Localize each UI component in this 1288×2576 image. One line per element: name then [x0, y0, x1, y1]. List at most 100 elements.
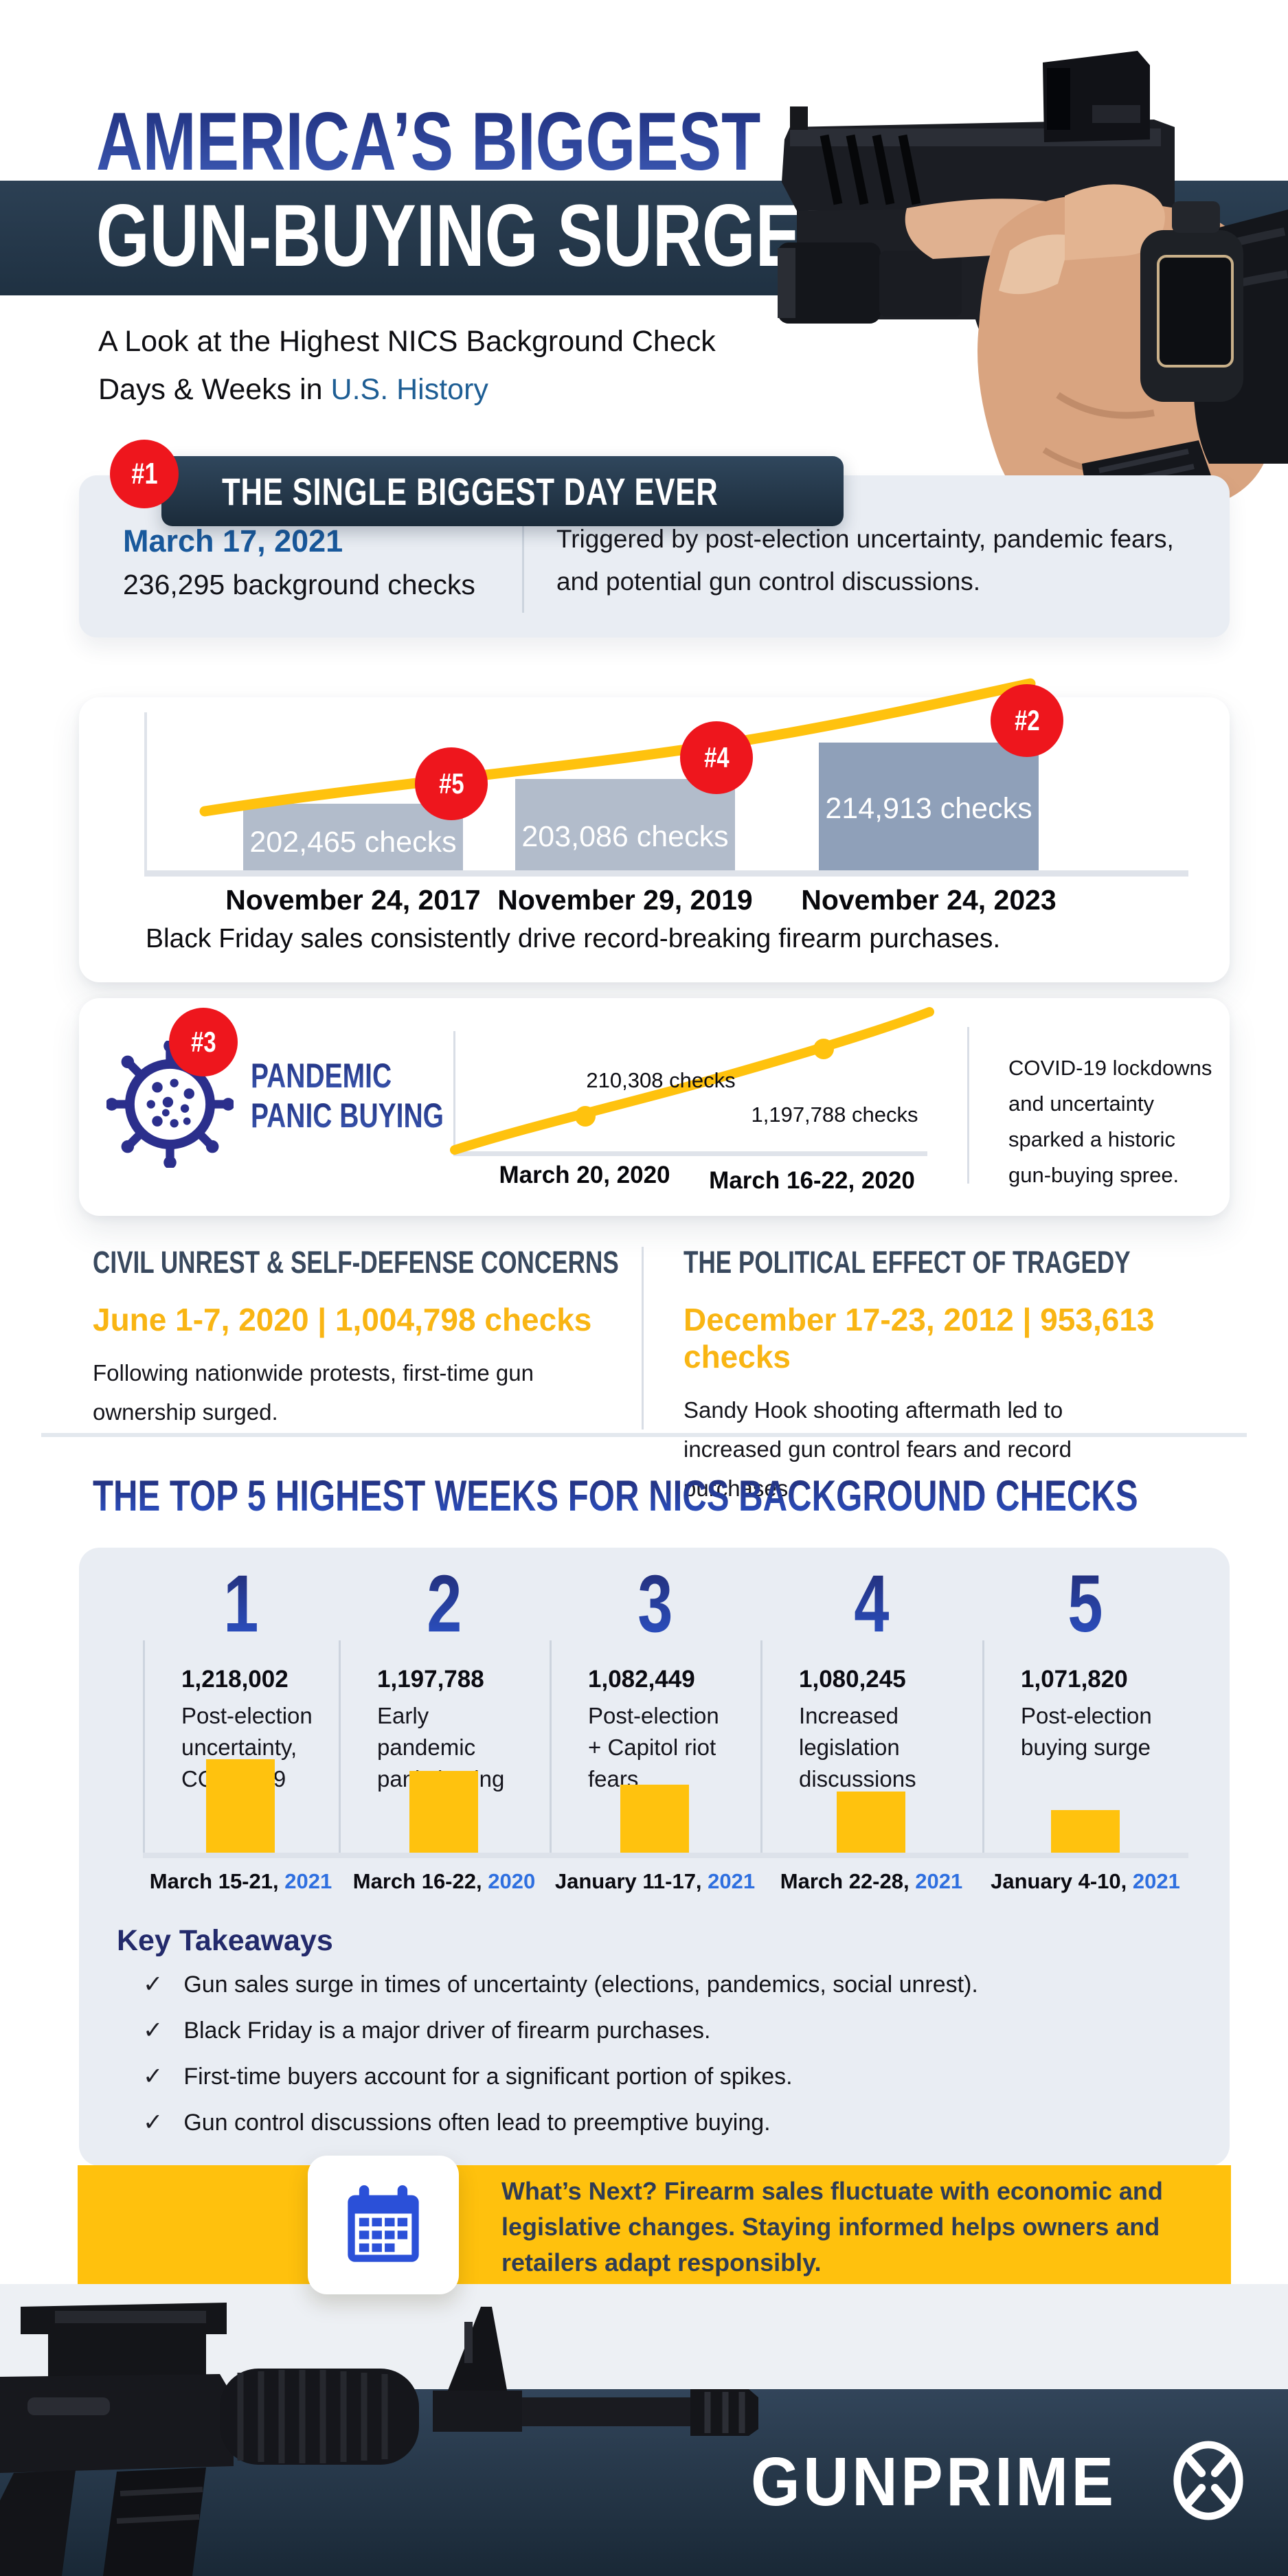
pandemic-description: COVID-19 lockdowns and uncertainty spark… [1008, 1056, 1212, 1187]
front-sight [790, 106, 808, 130]
rank-number: 5 [1067, 1559, 1103, 1649]
black-friday-bar-2019: 203,086 checks [515, 779, 735, 870]
week-bar [409, 1771, 478, 1853]
chart-y-axis [144, 712, 147, 873]
column-divider [143, 1640, 145, 1855]
bar-value-label: 214,913 checks [825, 792, 1032, 825]
footer-gray-strip [0, 2284, 1288, 2389]
week-bar [1051, 1810, 1120, 1853]
column-divider [982, 1640, 984, 1855]
pandemic-point2-label: 1,197,788 checks [751, 1103, 918, 1127]
event-tragedy: THE POLITICAL EFFECT OF TRAGEDY December… [683, 1245, 1219, 1508]
chart-baseline [143, 1853, 1188, 1858]
rank-badge-1: #1 [110, 440, 179, 508]
week-date: March 22-28, 2021 [780, 1869, 963, 1893]
pandemic-point2-date: March 16-22, 2020 [709, 1167, 915, 1194]
bar-value-label: 202,465 checks [249, 826, 457, 859]
top5-column-2: 2 1,197,788 Early pandemic panic buying … [339, 1548, 550, 1905]
column-divider [550, 1640, 552, 1855]
week-date: January 11-17, 2021 [554, 1869, 756, 1893]
rank-badge-5: #5 [415, 747, 488, 820]
event-stat: June 1-7, 2020 | 1,004,798 checks [93, 1302, 592, 1337]
biggest-day-description: Triggered by post-election uncertainty, … [556, 525, 1174, 596]
event-description: Following nationwide protests, first-tim… [93, 1360, 534, 1425]
week-date: March 16-22, 2020 [352, 1869, 536, 1893]
top5-column-5: 5 1,071,820 Post-election buying surge J… [982, 1548, 1188, 1905]
pandemic-point1-label: 210,308 checks [586, 1068, 736, 1092]
takeaway-item: ✓ Gun sales surge in times of uncertaint… [143, 1968, 978, 2001]
week-description: Increased legislation discussions [799, 1703, 916, 1792]
footer-rifle-photo [0, 2303, 758, 2576]
week-bar [620, 1785, 689, 1853]
event-title: CIVIL UNREST & SELF-DEFENSE CONCERNS [93, 1245, 619, 1280]
pandemic-point1-date: March 20, 2020 [499, 1162, 670, 1188]
event-civil-unrest: CIVIL UNREST & SELF-DEFENSE CONCERNS Jun… [93, 1245, 629, 1432]
calendar-icon [348, 2185, 419, 2262]
check-icon: ✓ [143, 1971, 163, 1998]
section-divider [41, 1433, 1247, 1437]
biggest-day-header: THE SINGLE BIGGEST DAY EVER [222, 469, 719, 513]
column-divider [339, 1640, 341, 1855]
page-title-line2: GUN-BUYING SURGES [96, 187, 1059, 285]
gunprime-logo-icon [1173, 2441, 1243, 2520]
whats-next-text: What’s Next? Firearm sales fluctuate wit… [501, 2177, 1163, 2276]
page-title-line1: AMERICA’S BIGGEST [96, 95, 948, 188]
top5-column-3: 3 1,082,449 Post-election + Capitol riot… [550, 1548, 760, 1905]
week-description: Post-election buying surge [1021, 1703, 1152, 1760]
takeaway-item: ✓ First-time buyers account for a signif… [143, 2060, 793, 2093]
week-value: 1,197,788 [377, 1666, 484, 1693]
bar-date-2019: November 29, 2019 [497, 884, 753, 916]
vertical-divider [522, 521, 524, 613]
biggest-day-header-bar: THE SINGLE BIGGEST DAY EVER [161, 456, 844, 526]
bar-date-2017: November 24, 2017 [225, 884, 481, 916]
rank-number: 2 [426, 1559, 462, 1649]
week-bar [837, 1792, 905, 1853]
column-divider [760, 1640, 762, 1855]
week-value: 1,218,002 [181, 1666, 289, 1693]
check-icon: ✓ [143, 2017, 163, 2044]
data-point-2 [813, 1039, 834, 1059]
page-title-line2-text: GUN-BUYING SURGES [96, 187, 847, 285]
brand-wordmark: GUNPRIME [751, 2443, 1117, 2520]
week-value: 1,071,820 [1021, 1666, 1128, 1693]
black-friday-card: 202,465 checks 203,086 checks 214,913 ch… [79, 678, 1230, 982]
chart-y-axis [453, 1031, 455, 1153]
biggest-day-date: March 17, 2021 [123, 523, 343, 558]
takeaway-item: ✓ Black Friday is a major driver of fire… [143, 2014, 710, 2047]
page-title-line1-text: AMERICA’S BIGGEST [96, 95, 761, 188]
rank-number: 3 [637, 1559, 673, 1649]
week-value: 1,082,449 [588, 1666, 695, 1693]
rank-badge-2: #2 [991, 684, 1063, 757]
takeaway-item: ✓ Gun control discussions often lead to … [143, 2106, 771, 2139]
black-friday-bar-2023: 214,913 checks [819, 743, 1039, 870]
week-date: March 15-21, 2021 [149, 1869, 332, 1893]
check-icon: ✓ [143, 2109, 163, 2136]
check-icon: ✓ [143, 2063, 163, 2090]
subtitle: A Look at the Highest NICS Background Ch… [98, 317, 716, 414]
biggest-day-stat: 236,295 background checks [123, 569, 475, 600]
vertical-divider [642, 1247, 644, 1430]
vertical-divider [967, 1027, 969, 1184]
pandemic-trend-line [450, 1007, 934, 1155]
subtitle-line1: A Look at the Highest NICS Background Ch… [98, 325, 716, 358]
event-stat: December 17-23, 2012 | 953,613 checks [683, 1302, 1155, 1375]
top5-column-4: 4 1,080,245 Increased legislation discus… [760, 1548, 982, 1905]
black-friday-caption: Black Friday sales consistently drive re… [146, 924, 1001, 953]
event-title: THE POLITICAL EFFECT OF TRAGEDY [683, 1245, 1131, 1280]
week-date: January 4-10, 2021 [991, 1869, 1180, 1893]
data-point-1 [575, 1106, 596, 1127]
pandemic-card: #3 PANDEMIC PANIC BUYING 210,308 checks … [79, 998, 1230, 1216]
rank-badge-4: #4 [680, 721, 753, 794]
subtitle-highlight: U.S. History [330, 373, 488, 406]
chart-baseline [144, 870, 1188, 877]
whats-next-banner: What’s Next? Firearm sales fluctuate wit… [78, 2156, 1231, 2294]
week-value: 1,080,245 [799, 1666, 906, 1693]
bar-value-label: 203,086 checks [521, 820, 729, 853]
pandemic-title: PANDEMIC PANIC BUYING [251, 1057, 444, 1135]
top5-card: 1 1,218,002 Post-election uncertainty, C… [79, 1548, 1230, 2166]
rank-number: 1 [223, 1559, 259, 1649]
top5-column-1: 1 1,218,002 Post-election uncertainty, C… [143, 1548, 339, 1905]
subtitle-line2: Days & Weeks in U.S. History [98, 373, 488, 406]
week-bar [206, 1759, 275, 1853]
